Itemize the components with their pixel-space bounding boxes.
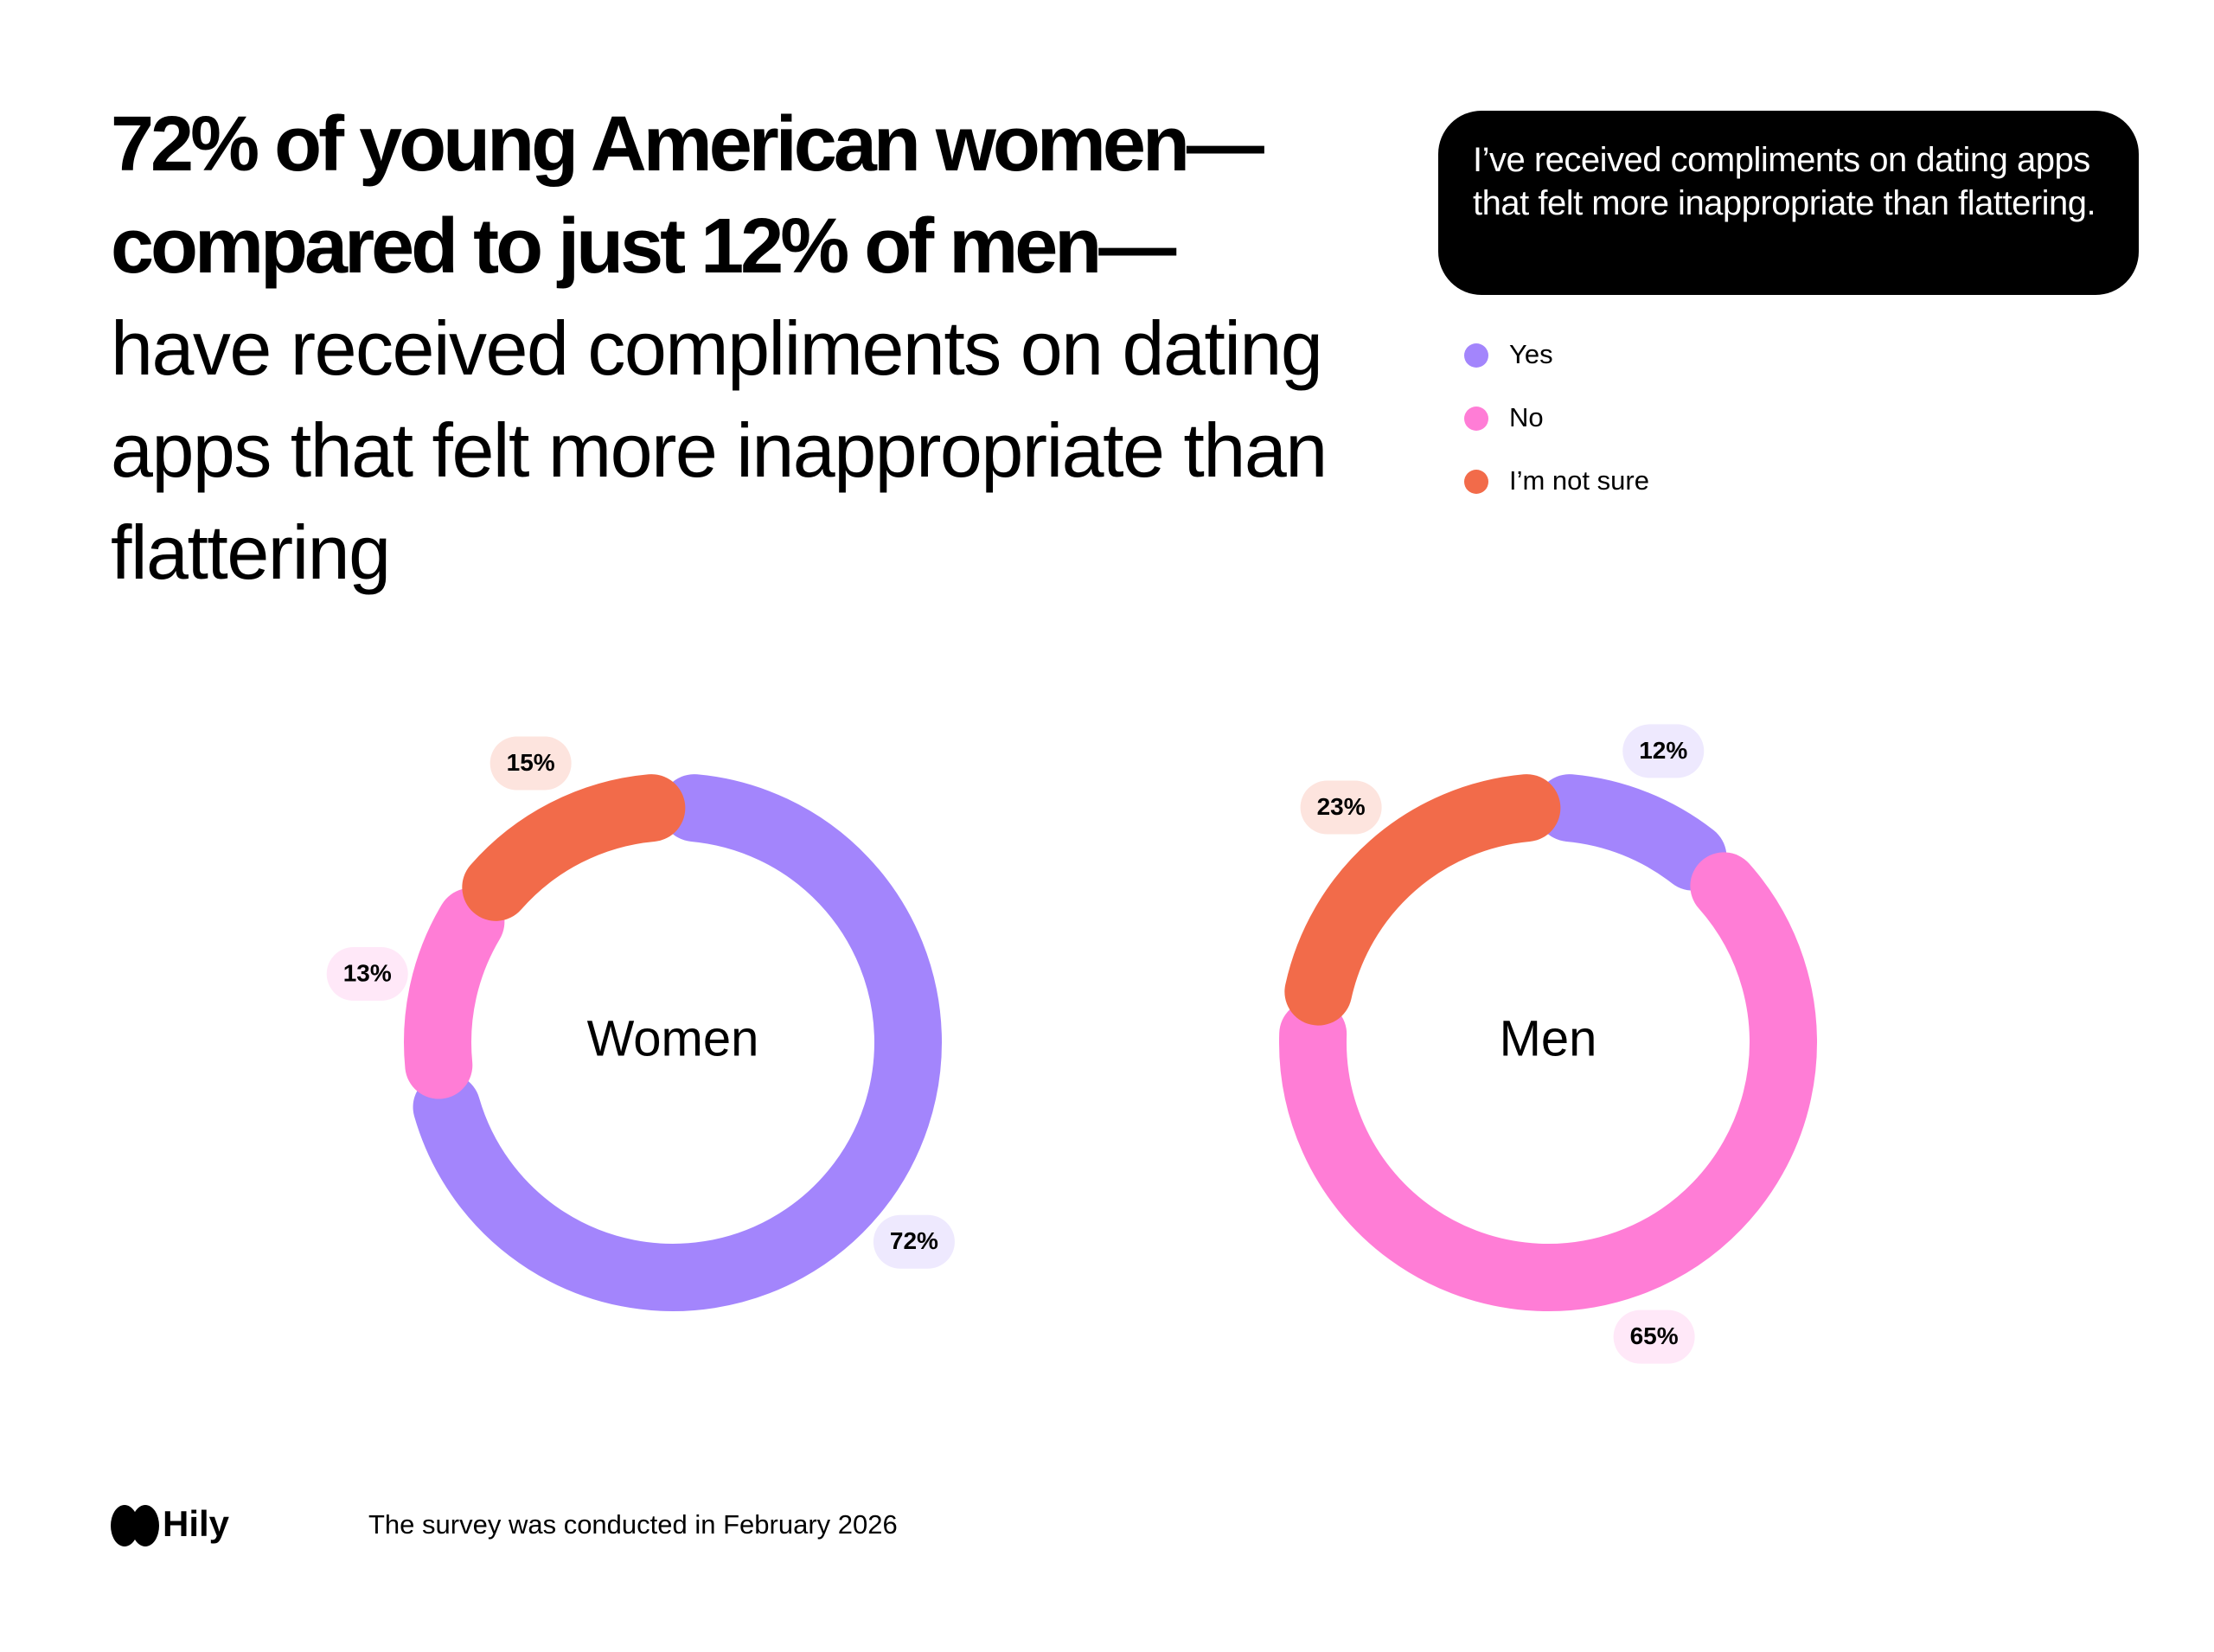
- center-label: Women: [587, 1010, 759, 1066]
- headline: 72% of young American women—compared to …: [111, 93, 1373, 604]
- donut-segment: [404, 887, 505, 1099]
- legend-label: Yes: [1509, 339, 1553, 369]
- value-label-bg: [873, 1214, 955, 1269]
- value-label: 72%: [890, 1227, 938, 1254]
- value-label-bg: [1613, 1309, 1695, 1364]
- value-label: 65%: [1630, 1322, 1679, 1349]
- headline-bold: 72% of young American women—compared to …: [111, 101, 1264, 290]
- center-label: Men: [1500, 1010, 1597, 1066]
- value-label-bg: [326, 947, 408, 1002]
- footnote: The survey was conducted in February 202…: [368, 1509, 898, 1540]
- logo-text: Hily: [163, 1503, 230, 1544]
- logo-mark: [111, 1505, 159, 1546]
- legend-label: I’m not sure: [1509, 465, 1649, 496]
- value-label-bg: [1300, 780, 1382, 835]
- headline-regular: have received compliments on dating apps…: [111, 305, 1328, 595]
- legend-dot: [1464, 407, 1488, 431]
- value-label-bg: [490, 736, 572, 791]
- donut-segment: [1279, 852, 1817, 1311]
- legend-dot: [1464, 470, 1488, 494]
- legend-dot: [1464, 343, 1488, 368]
- value-label: 15%: [507, 749, 555, 776]
- value-label: 13%: [343, 959, 392, 986]
- donut-segment: [462, 774, 686, 921]
- value-label: 12%: [1639, 737, 1687, 764]
- donut-segment: [1284, 774, 1561, 1026]
- question-box: I’ve received compliments on dating apps…: [1438, 111, 2139, 295]
- value-label: 23%: [1317, 793, 1366, 820]
- donut-segment: [413, 774, 942, 1311]
- legend-label: No: [1509, 402, 1544, 432]
- donut-segment: [1535, 774, 1727, 891]
- value-label-bg: [1622, 724, 1705, 778]
